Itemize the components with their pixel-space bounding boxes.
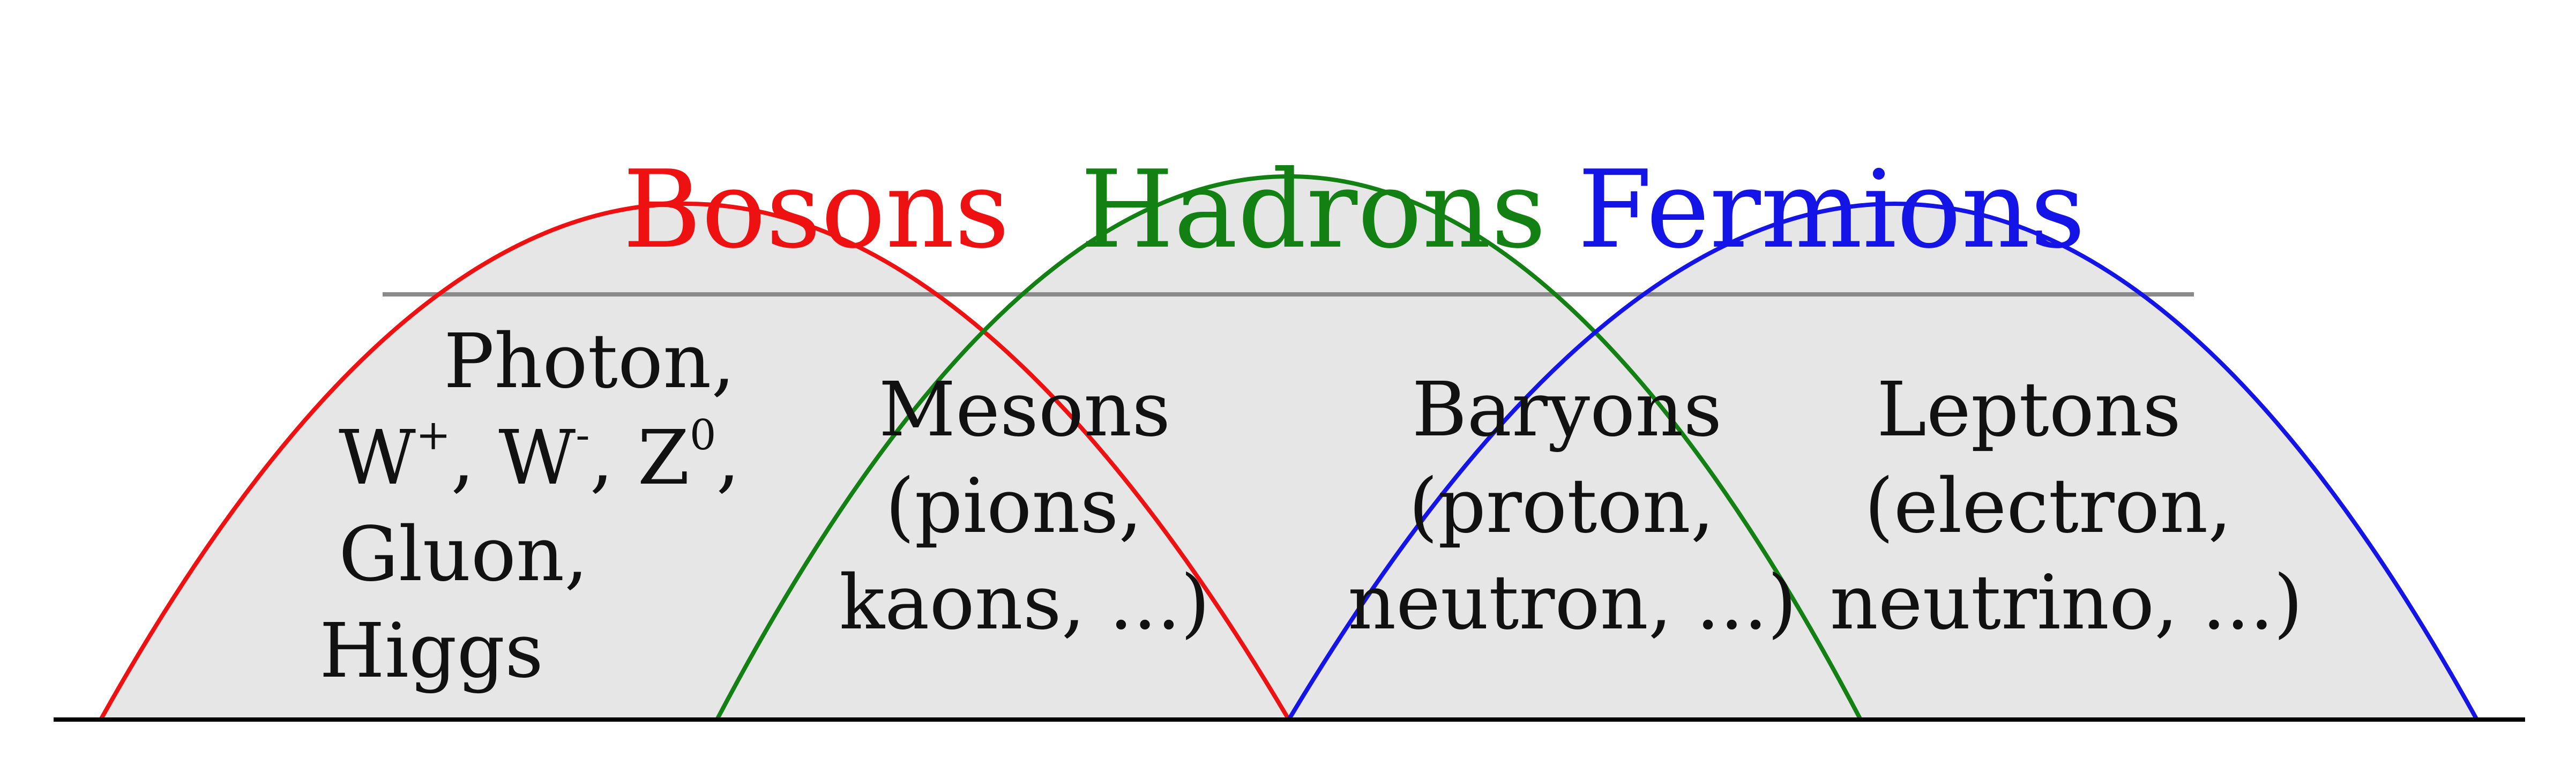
fermions-heading: Fermions	[1578, 147, 2085, 272]
separator-end: ,	[716, 414, 740, 502]
bosons-line-gauge: W+, W-, Z0,	[339, 411, 740, 502]
hadrons-heading: Hadrons	[1080, 147, 1546, 272]
w-plus-symbol: W	[339, 414, 416, 502]
baryons-title: Baryons	[1412, 366, 1722, 454]
leptons-title: Leptons	[1877, 366, 2181, 454]
bosons-members: Photon, W+, W-, Z0, Gluon, Higgs	[319, 318, 740, 695]
bosons-line-higgs: Higgs	[319, 607, 543, 695]
z-zero-superscript: 0	[690, 411, 716, 460]
leptons-members: Leptons (electron, neutrino, ...)	[1830, 366, 2303, 647]
bosons-line-photon: Photon,	[444, 318, 735, 405]
baryons-examples-line1: (proton,	[1409, 463, 1715, 550]
baryons-examples-line2: neutron, ...)	[1348, 559, 1797, 647]
mesons-examples-line1: (pions,	[885, 463, 1143, 550]
mesons-title: Mesons	[879, 366, 1170, 454]
mesons-examples-line2: kaons, ...)	[839, 559, 1210, 647]
mesons-members: Mesons (pions, kaons, ...)	[839, 366, 1210, 647]
leptons-examples-line1: (electron,	[1864, 463, 2232, 550]
bosons-heading: Bosons	[623, 147, 1010, 272]
bosons-arch-outline	[99, 202, 1291, 721]
w-minus-superscript: -	[576, 411, 589, 460]
w-plus-superscript: +	[416, 411, 451, 460]
separator-1: ,	[451, 414, 498, 502]
hadrons-arch-outline	[715, 174, 1863, 721]
baryons-members: Baryons (proton, neutron, ...)	[1348, 366, 1797, 647]
z-zero-symbol: Z	[638, 414, 690, 502]
fermions-arch-outline	[1287, 202, 2479, 721]
bosons-line-gluon: Gluon,	[339, 511, 588, 598]
fermions-arch-fill	[1289, 204, 2477, 720]
leptons-examples-line2: neutrino, ...)	[1830, 559, 2303, 647]
w-minus-symbol: W	[498, 414, 576, 502]
separator-2: ,	[590, 414, 638, 502]
